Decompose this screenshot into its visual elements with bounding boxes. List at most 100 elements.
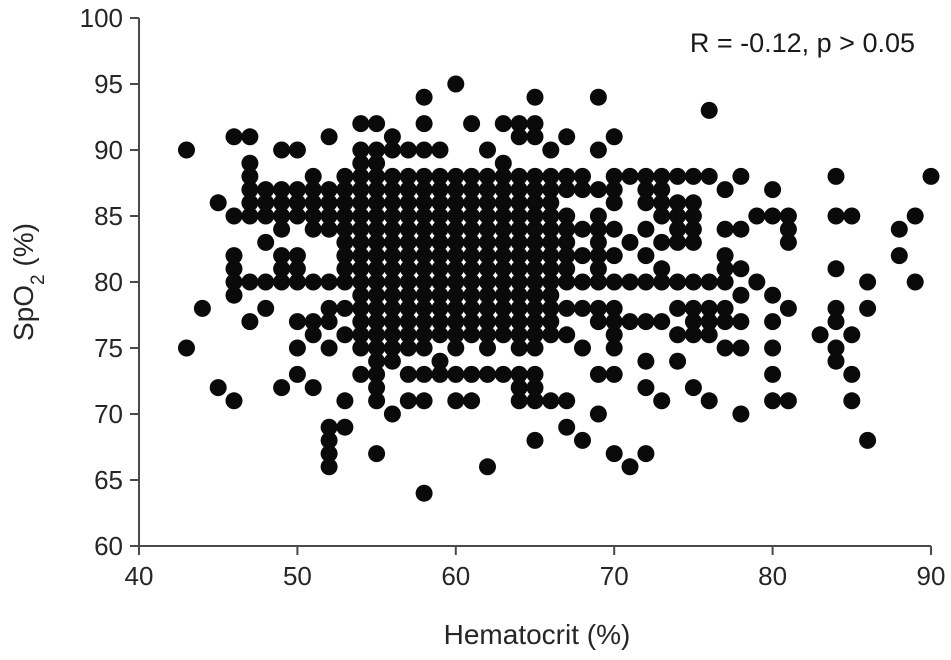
data-point [779, 207, 797, 225]
data-point [383, 220, 401, 238]
data-point [637, 181, 655, 199]
data-point [241, 128, 259, 146]
data-point [621, 273, 639, 291]
data-point [827, 299, 845, 317]
data-point [352, 154, 370, 172]
data-point [479, 339, 496, 357]
data-point [447, 233, 465, 251]
data-point [526, 115, 544, 133]
data-point [510, 379, 528, 397]
data-point [241, 167, 259, 185]
data-point [463, 273, 481, 291]
data-point [273, 194, 291, 212]
data-point [637, 247, 655, 265]
y-tick-label: 65 [94, 465, 123, 495]
data-point [431, 352, 449, 370]
x-axis-ticks: 40 50 60 70 80 90 [125, 546, 945, 591]
data-point [479, 194, 496, 212]
data-point [273, 207, 291, 225]
data-point [479, 167, 496, 185]
data-point [574, 220, 591, 238]
data-point [494, 326, 512, 344]
data-point [748, 207, 766, 225]
data-point [431, 220, 449, 238]
data-point [352, 299, 370, 317]
data-point [463, 365, 481, 383]
data-point [700, 167, 718, 185]
data-point [526, 431, 544, 449]
data-point [542, 326, 560, 344]
data-point [399, 273, 417, 291]
data-point [510, 299, 528, 317]
data-point [304, 181, 322, 199]
data-point [684, 326, 702, 344]
data-point [542, 286, 560, 304]
data-point [890, 220, 908, 238]
data-point [241, 273, 259, 291]
data-point [558, 181, 576, 199]
data-point [605, 247, 623, 265]
data-point [542, 220, 560, 238]
data-point [336, 181, 354, 199]
data-point [383, 167, 401, 185]
data-point [700, 392, 718, 410]
data-point [779, 233, 797, 251]
data-point [463, 392, 481, 410]
data-point [653, 233, 671, 251]
data-point [383, 405, 401, 423]
data-point [494, 207, 512, 225]
data-point [558, 326, 576, 344]
data-point [399, 207, 417, 225]
data-point [431, 365, 449, 383]
data-point [383, 207, 401, 225]
data-point [653, 313, 671, 331]
data-point [383, 247, 401, 265]
data-point [383, 286, 401, 304]
data-point [542, 207, 560, 225]
data-point [716, 260, 734, 278]
data-point [637, 220, 655, 238]
data-point [779, 392, 797, 410]
data-point [415, 286, 433, 304]
data-point [843, 326, 861, 344]
data-point [383, 141, 401, 159]
data-point [605, 181, 623, 199]
data-point [304, 207, 322, 225]
data-point [399, 233, 417, 251]
data-point [399, 220, 417, 238]
data-point [684, 313, 702, 331]
data-point [352, 365, 370, 383]
data-point [288, 273, 306, 291]
data-point [542, 167, 560, 185]
data-point [352, 194, 370, 212]
y-tick-label: 90 [94, 135, 123, 165]
data-point [526, 233, 544, 251]
data-point [257, 273, 275, 291]
y-tick-label: 75 [94, 333, 123, 363]
data-point [352, 247, 370, 265]
data-point [859, 273, 877, 291]
data-point [241, 181, 259, 199]
data-point [558, 167, 576, 185]
data-point [368, 141, 386, 159]
data-point [288, 181, 306, 199]
y-axis-ticks: 60 65 70 75 80 85 90 95 100 [80, 3, 139, 561]
data-point [510, 247, 528, 265]
y-axis-title-sp: SpO [8, 285, 39, 341]
data-point [415, 313, 433, 331]
data-point [415, 233, 433, 251]
data-point [368, 445, 386, 463]
data-point [463, 247, 481, 265]
data-point [479, 260, 496, 278]
data-point [637, 445, 655, 463]
data-point [463, 207, 481, 225]
y-axis-title-subscript: 2 [28, 274, 49, 285]
data-point [510, 220, 528, 238]
data-point [621, 167, 639, 185]
data-point [764, 339, 782, 357]
data-point [273, 260, 291, 278]
data-point [843, 207, 861, 225]
y-tick-label: 85 [94, 201, 123, 231]
data-point [431, 326, 449, 344]
data-point [463, 286, 481, 304]
